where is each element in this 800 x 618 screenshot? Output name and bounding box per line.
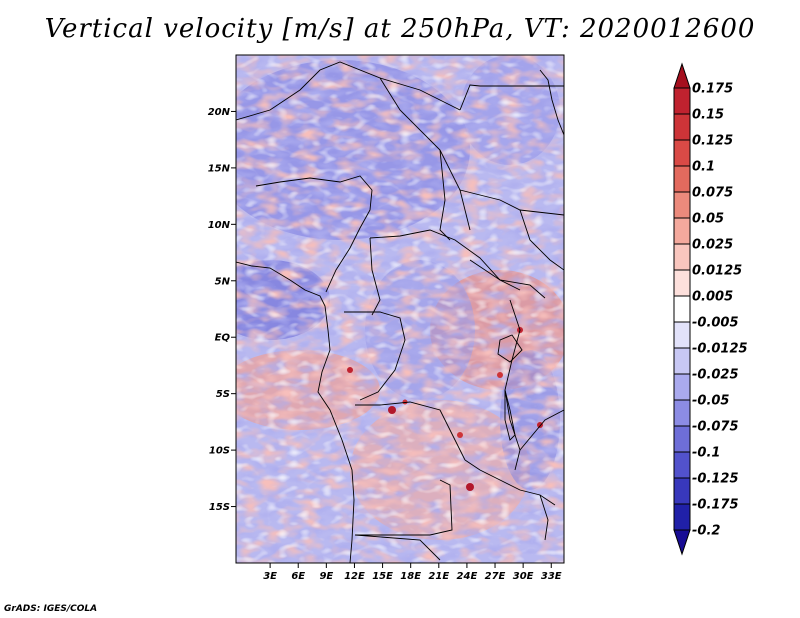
colorbar-label: 0.025 <box>692 238 733 253</box>
lat-tick-label: 10N <box>208 220 231 231</box>
border-ssudan-drc <box>469 259 546 299</box>
colorbar-label: 0.005 <box>692 290 733 305</box>
border-angola-drc <box>355 401 466 461</box>
lon-tick-label: 3E <box>263 571 277 582</box>
lat-tick-label: 15N <box>208 163 231 174</box>
colorbar-swatch <box>673 451 691 479</box>
colorbar-label: -0.1 <box>692 446 720 461</box>
colorbar-swatch <box>673 373 691 401</box>
colorbar-swatch <box>673 425 691 453</box>
border-angola-zambia <box>355 479 453 536</box>
colorbar-swatch <box>673 399 691 427</box>
border-zambia-north <box>464 459 556 506</box>
lon-tick-label: 15E <box>372 571 393 582</box>
border-nigeria-cameroon <box>325 189 373 293</box>
strong-updraft-core <box>466 483 474 491</box>
border-sudan-ssudan <box>459 189 564 216</box>
colorbar-label: -0.025 <box>692 368 739 383</box>
colorbar-label: 0.175 <box>692 82 733 97</box>
border-namibia <box>354 534 441 561</box>
lat-tick-label: 20N <box>208 107 231 118</box>
lon-tick-label: 30E <box>513 571 534 582</box>
colorbar-label: -0.175 <box>692 498 739 513</box>
strong-updraft-core <box>347 367 353 373</box>
map-frame <box>235 54 565 564</box>
lat-tick-label: 15S <box>209 502 230 513</box>
border-tanzania <box>519 409 564 451</box>
colorbar-label: -0.2 <box>692 524 720 539</box>
border-egypt <box>459 84 564 111</box>
border-congo <box>344 311 406 401</box>
colorbar-swatch <box>673 243 691 271</box>
lon-tick-label: 9E <box>319 571 333 582</box>
lon-tick-label: 21E <box>428 571 449 582</box>
lake-tanganyika <box>504 389 516 441</box>
colorbar-label: 0.125 <box>692 134 733 149</box>
colorbar-label: -0.05 <box>692 394 729 409</box>
lat-tick-label: 10S <box>209 446 230 457</box>
latitude-axis: 20N 15N 10N 5N EQ 5S 10S 15S <box>208 107 236 513</box>
lake-victoria <box>497 334 523 363</box>
map-field <box>236 55 564 563</box>
colorbar-label: 0.075 <box>692 186 733 201</box>
red-sea-coast <box>539 69 564 136</box>
lon-tick-label: 27E <box>485 571 506 582</box>
border-chad-sudan <box>439 149 451 241</box>
colorbar-swatch <box>673 321 691 349</box>
strong-updraft-core <box>388 406 396 414</box>
colorbar-swatch <box>673 295 691 323</box>
colorbar-label: -0.0125 <box>692 342 748 357</box>
colorbar-swatch <box>673 503 691 531</box>
colorbar-swatch <box>673 269 691 297</box>
colorbar-swatch <box>673 191 691 219</box>
colorbar-label: 0.1 <box>692 160 715 175</box>
border-ethiopia <box>519 209 564 271</box>
colorbar-swatch <box>673 165 691 193</box>
colorbar-swatch <box>673 477 691 505</box>
colorbar-label: 0.15 <box>692 108 724 123</box>
colorbar-swatch <box>673 113 691 141</box>
strong-updraft-core <box>457 432 463 438</box>
border-cameroon-car <box>369 237 381 316</box>
border-libya <box>379 77 461 111</box>
colorbar: 0.175 0.15 0.125 0.1 0.075 0.05 0.025 0.0125 0.0… <box>673 62 748 556</box>
longitude-axis: 3E 6E 9E 12E 15E 18E 21E 24E 27E 30E 33E <box>263 563 562 582</box>
border-nigeria-niger <box>255 175 373 191</box>
strong-updraft-core <box>497 372 503 378</box>
colorbar-swatch <box>673 139 691 167</box>
border-sahel <box>236 61 471 231</box>
lon-tick-label: 24E <box>457 571 478 582</box>
lat-tick-label: EQ <box>215 333 231 344</box>
lat-tick-label: 5N <box>215 276 231 287</box>
lat-tick-label: 5S <box>216 389 230 400</box>
colorbar-label: -0.125 <box>692 472 739 487</box>
lon-tick-label: 12E <box>344 571 365 582</box>
colorbar-bottom-arrow <box>673 529 691 556</box>
country-borders <box>236 61 564 563</box>
border-malawi <box>539 494 549 541</box>
lon-tick-label: 18E <box>400 571 421 582</box>
colorbar-top-arrow <box>673 62 691 89</box>
colorbar-label: -0.075 <box>692 420 739 435</box>
colorbar-label: 0.05 <box>692 212 724 227</box>
colorbar-label: 0.0125 <box>692 264 742 279</box>
colorbar-swatch <box>673 87 691 115</box>
lon-tick-label: 6E <box>291 571 305 582</box>
colorbar-label: -0.005 <box>692 316 739 331</box>
lon-tick-label: 33E <box>541 571 562 582</box>
coastline-west-africa <box>236 261 355 563</box>
pale-texture <box>236 55 564 563</box>
colorbar-swatch <box>673 347 691 375</box>
colorbar-swatch <box>673 217 691 245</box>
grads-credit: GrADS: IGES/COLA <box>4 604 98 614</box>
map-title: Vertical velocity [m/s] at 250hPa, VT: 2… <box>44 14 756 44</box>
strong-updraft-core <box>402 399 408 405</box>
